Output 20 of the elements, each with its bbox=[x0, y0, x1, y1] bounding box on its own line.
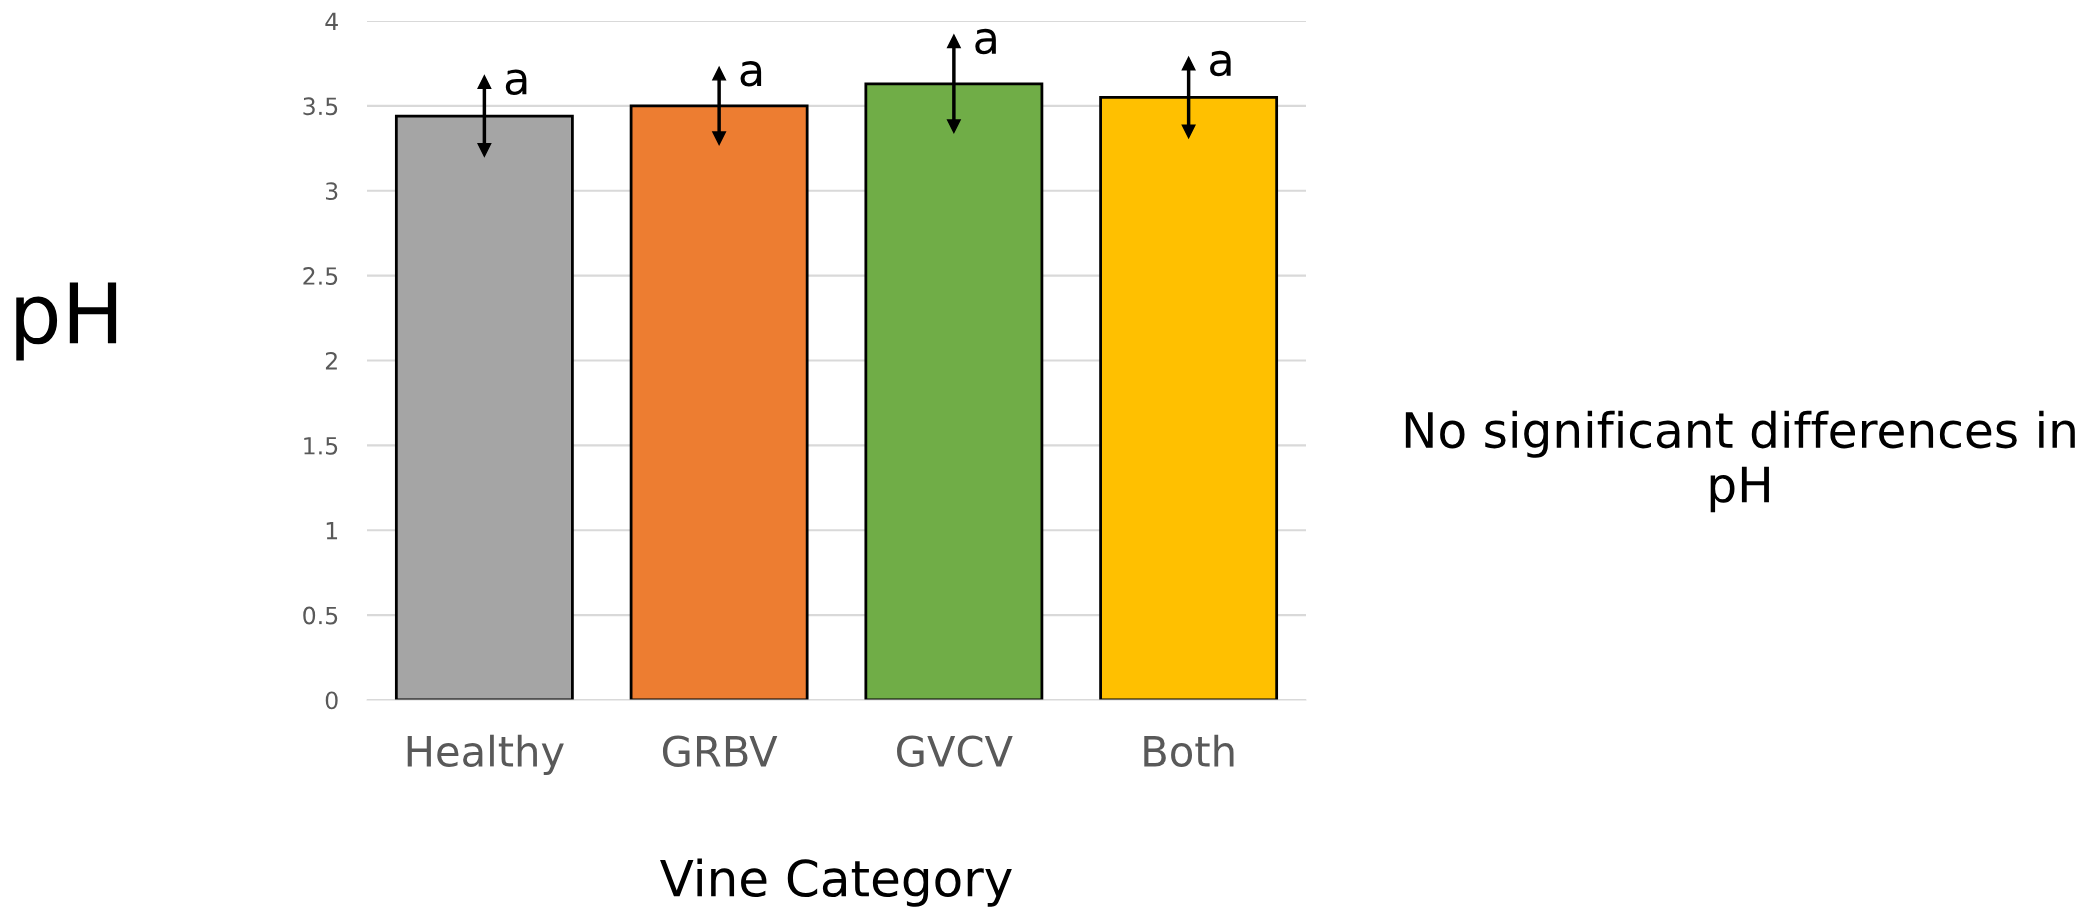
x-tick-label: Healthy bbox=[407, 734, 564, 776]
y-tick-label: 2.5 bbox=[303, 267, 338, 285]
text: No significant differences in pH bbox=[1405, 410, 2075, 513]
x-axis-title: Vine Category bbox=[660, 858, 1012, 907]
x-tick-label: GRBV bbox=[662, 735, 778, 767]
annotation: a bbox=[1210, 50, 1231, 77]
x-tick-label: GVCV bbox=[897, 735, 1013, 767]
y-tick-label: 1 bbox=[326, 522, 338, 540]
y-axis-title: pH bbox=[16, 282, 117, 361]
y-tick-label: 1.5 bbox=[304, 437, 338, 455]
annotation: a bbox=[505, 69, 527, 96]
y-tick-label: 3.5 bbox=[303, 97, 338, 116]
y-tick-label: 2 bbox=[325, 351, 337, 370]
y-tick-label: 0 bbox=[325, 691, 338, 710]
y-tick-label: 0.5 bbox=[303, 606, 338, 625]
y-tick-label: 3 bbox=[326, 182, 338, 201]
annotation: a bbox=[740, 61, 762, 87]
y-tick-label: 4 bbox=[325, 12, 338, 30]
annotation: a bbox=[975, 28, 996, 55]
x-tick-label: Both bbox=[1144, 734, 1234, 767]
